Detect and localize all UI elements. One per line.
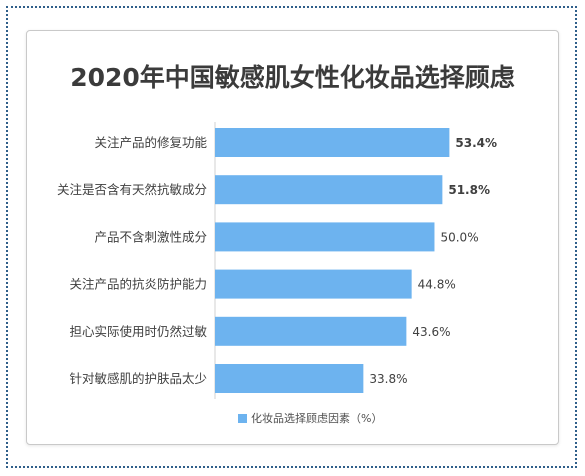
- bar-2: [215, 175, 443, 205]
- value-label-3: 50.0%: [440, 230, 478, 244]
- category-label-6: 针对敏感肌的护肤品太少: [69, 371, 207, 386]
- legend: 化妆品选择顾虑因素（%）: [238, 410, 382, 426]
- bar-1: [215, 128, 450, 157]
- category-label-5: 担心实际使用时仍然过敏: [69, 324, 207, 339]
- category-label-2: 关注是否含有天然抗敏成分: [57, 182, 207, 197]
- category-label-4: 关注产品的抗炎防护能力: [69, 277, 207, 292]
- value-label-1: 53.4%: [455, 136, 497, 150]
- legend-label: 化妆品选择顾虑因素（%）: [251, 412, 383, 425]
- category-label-1: 关注产品的修复功能: [94, 135, 207, 150]
- bar-3: [215, 222, 435, 252]
- category-labels-group: 关注产品的修复功能关注是否含有天然抗敏成分产品不含刺激性成分关注产品的抗炎防护能…: [57, 135, 208, 386]
- bar-6: [215, 364, 364, 393]
- chart-title: 2020年中国敏感肌女性化妆品选择顾虑: [70, 63, 515, 92]
- category-label-3: 产品不含刺激性成分: [94, 229, 207, 244]
- legend-swatch: [238, 413, 247, 423]
- value-label-2: 51.8%: [448, 183, 490, 197]
- value-label-6: 33.8%: [369, 372, 407, 386]
- outer-frame: [6, 6, 577, 468]
- value-labels-group: 53.4% 51.8% 50.0% 44.8% 43.6% 33.8%: [369, 136, 497, 386]
- bar-4: [215, 269, 412, 299]
- value-label-5: 43.6%: [412, 325, 450, 339]
- bars-group: [215, 128, 450, 393]
- value-label-4: 44.8%: [418, 278, 456, 292]
- bar-5: [215, 316, 407, 346]
